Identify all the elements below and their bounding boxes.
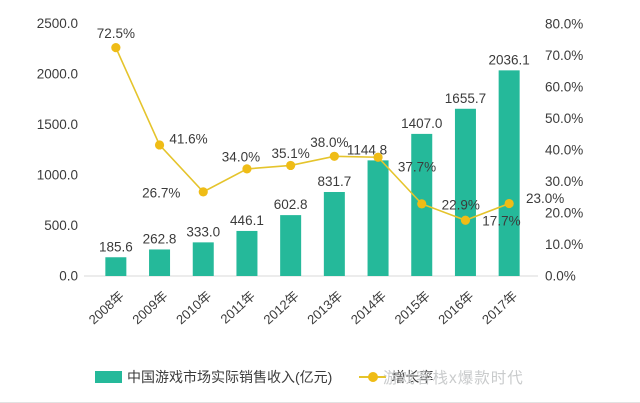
- bar-value-label: 333.0: [186, 224, 220, 239]
- x-axis-label: 2008年: [86, 288, 127, 327]
- left-axis-tick: 1000.0: [37, 168, 78, 183]
- right-axis-tick: 30.0%: [545, 174, 583, 189]
- legend-line-dot: [368, 372, 379, 382]
- right-axis-tick: 50.0%: [545, 111, 583, 126]
- right-axis-tick: 10.0%: [545, 237, 583, 252]
- bar-value-label: 262.8: [143, 231, 177, 246]
- growth-point-2009年: [154, 140, 165, 150]
- right-axis-tick: 20.0%: [545, 206, 583, 221]
- left-axis-tick: 0.0: [59, 269, 78, 284]
- x-axis-label: 2009年: [129, 288, 170, 327]
- left-axis-tick: 1500.0: [37, 117, 78, 132]
- x-axis-label: 2013年: [304, 288, 345, 327]
- bar-2011年: [236, 230, 258, 276]
- bar-2016年: [454, 108, 476, 277]
- x-axis-label: 2014年: [348, 288, 389, 327]
- bar-value-label: 1655.7: [445, 91, 486, 106]
- legend-growth-label: 增长率: [391, 369, 434, 385]
- left-axis-tick: 2000.0: [37, 67, 78, 82]
- x-axis-label: 2016年: [435, 288, 476, 327]
- growth-point-2011年: [242, 164, 252, 174]
- growth-point-2016年: [460, 215, 471, 225]
- bar-2017年: [498, 70, 520, 276]
- x-axis-label: 2011年: [217, 288, 257, 327]
- growth-point-2014年: [373, 152, 383, 162]
- growth-value-label: 17.7%: [482, 214, 520, 229]
- right-axis-tick: 80.0%: [545, 17, 583, 32]
- x-axis-label: 2015年: [392, 288, 433, 327]
- growth-value-label: 26.7%: [142, 185, 180, 200]
- growth-line: [115, 47, 510, 222]
- growth-point-2015年: [417, 199, 427, 209]
- left-axis-tick: 500.0: [44, 218, 78, 233]
- bar-value-label: 185.6: [99, 239, 133, 254]
- growth-value-label: 72.5%: [97, 26, 135, 41]
- right-axis-tick: 0.0%: [545, 269, 576, 284]
- bar-value-label: 446.1: [230, 213, 264, 228]
- bar-2009年: [149, 249, 171, 276]
- growth-value-label: 37.7%: [398, 160, 436, 175]
- right-axis-tick: 70.0%: [545, 48, 583, 63]
- bar-value-label: 831.7: [317, 174, 351, 189]
- bar-2008年: [105, 257, 127, 276]
- x-axis-label: 2010年: [173, 288, 214, 327]
- bar-2012年: [280, 215, 302, 276]
- growth-value-label: 23.0%: [526, 191, 564, 206]
- bar-value-label: 1407.0: [401, 116, 442, 131]
- growth-point-2012年: [286, 160, 296, 171]
- legend: 中国游戏市场实际销售收入(亿元) 增长率: [95, 367, 433, 387]
- growth-value-label: 38.0%: [310, 135, 348, 150]
- growth-value-label: 41.6%: [169, 131, 207, 146]
- growth-value-label: 34.0%: [222, 149, 260, 164]
- legend-line-marker-icon: [359, 372, 387, 382]
- bar-value-label: 602.8: [274, 197, 308, 212]
- growth-point-2017年: [504, 198, 514, 209]
- legend-item-growth: 增长率: [359, 367, 433, 387]
- growth-value-label: 22.9%: [442, 197, 480, 212]
- bar-2010年: [192, 242, 214, 276]
- legend-item-revenue: 中国游戏市场实际销售收入(亿元): [95, 367, 332, 387]
- growth-value-label: 35.1%: [272, 146, 310, 161]
- right-axis-tick: 40.0%: [545, 143, 583, 158]
- legend-bar-label: 中国游戏市场实际销售收入(亿元): [127, 369, 333, 385]
- bar-2013年: [323, 191, 345, 276]
- bar-value-label: 2036.1: [489, 52, 530, 67]
- growth-point-2008年: [111, 43, 121, 53]
- legend-bar-swatch: [95, 371, 122, 383]
- right-axis-tick: 60.0%: [545, 80, 583, 95]
- growth-point-2013年: [329, 151, 339, 161]
- growth-point-2010年: [198, 187, 208, 197]
- x-axis-label: 2017年: [479, 288, 520, 327]
- left-axis-tick: 2500.0: [37, 16, 78, 31]
- x-axis-label: 2012年: [260, 288, 301, 327]
- bar-2014年: [367, 160, 389, 276]
